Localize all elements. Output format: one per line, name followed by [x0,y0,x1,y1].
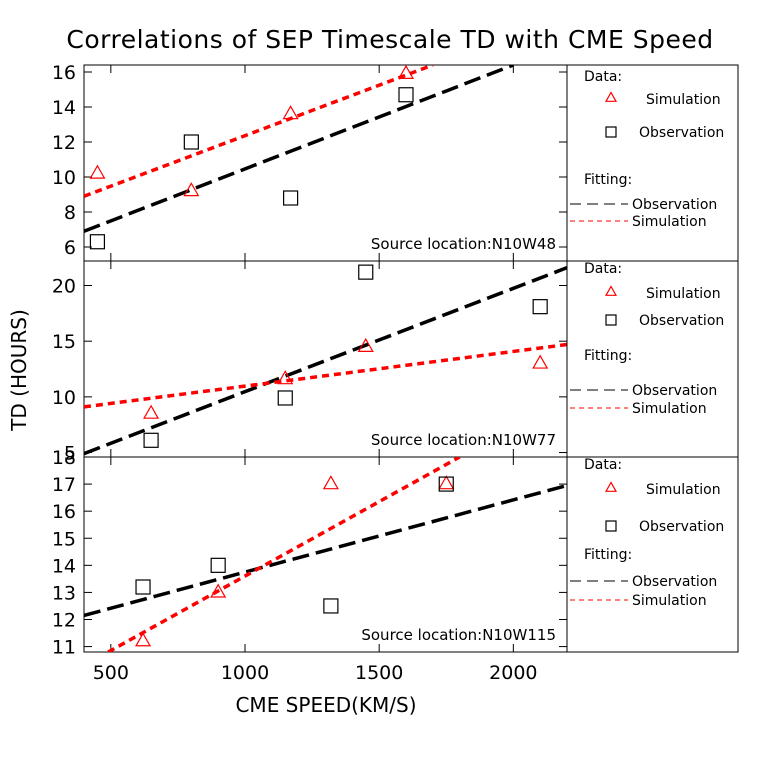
observation-point [183,134,199,150]
panel-bottom: 11 12 13 14 15 16 17 18 500 1000 1500 2000 Source lo… [52,447,739,684]
legend-simulation-fit-label: Simulation [632,593,707,609]
y-tick-label: 15 [52,331,76,353]
legend-simulation-label: Simulation [646,482,721,498]
legend-simulation-label: Simulation [646,92,721,108]
legend-observation-fit-label: Observation [632,574,717,590]
simulation-fit-line [107,457,461,652]
simulation-point [282,105,299,120]
simulation-point [532,354,549,369]
y-tick-label: 18 [52,447,76,469]
y-tick-label: 15 [52,528,76,550]
legend: Data:SimulationObservationFitting:Observ… [566,456,739,653]
simulation-point [135,632,152,647]
observation-point [532,299,548,315]
legend-observation-label: Observation [639,519,724,535]
y-tick-label: 12 [52,610,76,632]
legend-fitting-header: Fitting: [584,547,632,563]
legend-data-header: Data: [584,261,622,277]
y-tick-label: 8 [64,202,76,224]
plot-area [84,264,567,456]
legend-simulation-fit-label: Simulation [632,214,707,230]
legend-observation-fit-label: Observation [632,383,717,399]
panel-middle: 5 10 15 20 Source location:N10W77 Data: Simula… [52,260,739,465]
observation-fit-line [84,266,567,456]
observation-point [358,264,374,280]
observation-point [89,234,106,250]
observation-point [283,190,299,206]
legend-observation-marker [605,126,617,138]
plot-area [84,65,514,250]
simulation-point [322,475,339,490]
legend-data-header: Data: [584,69,622,85]
legend-simulation-marker [604,91,618,102]
simulation-point [397,65,415,79]
legend-observation-label: Observation [639,125,724,141]
y-tick-label: 11 [52,637,76,659]
simulation-fit-line [84,342,567,409]
y-tick-label: 10 [52,387,76,409]
observation-point [210,557,226,573]
observation-point [135,579,151,595]
x-tick-label: 2000 [489,662,537,684]
legend-observation-marker [605,314,617,326]
legend-observation-label: Observation [639,313,724,329]
legend-observation-fit-label: Observation [632,197,717,213]
simulation-point [277,370,294,385]
y-tick-label: 16 [52,62,76,84]
observation-fit-line [84,65,514,233]
x-tick-label: 1000 [221,662,269,684]
legend: Data:SimulationObservationFitting:Observ… [566,64,739,262]
legend-frame [566,456,739,653]
observation-point [398,87,414,103]
legend: Data: Simulation Observation Fitting: Observ… [566,260,739,458]
legend-fitting-header: Fitting: [584,172,632,188]
legend-simulation-marker [604,285,618,296]
simulation-point [357,337,374,352]
observation-point [438,476,454,492]
source-location-label: Source location:N10W77 [371,431,556,449]
panels: 6 8 10 12 14 16 Source location:N10W48 Data: Sim… [52,62,739,684]
x-axis-label: CME SPEED(KM/S) [235,693,416,717]
legend-data-header: Data: [584,457,622,473]
source-location-label: Source location:N10W48 [371,235,556,253]
y-tick-label: 14 [52,97,76,119]
y-tick-label: 14 [52,555,76,577]
observation-point [323,598,339,614]
simulation-point [438,475,455,490]
observation-fit-line [84,483,567,618]
y-tick-label: 16 [52,501,76,523]
x-tick-label: 1500 [355,662,403,684]
y-tick-label: 6 [64,237,76,259]
plot-frame [83,64,568,262]
simulation-fit-line [84,65,434,198]
legend-simulation-label: Simulation [646,286,721,302]
simulation-point [89,164,106,179]
source-location-label: Source location:N10W115 [361,626,556,644]
y-tick-label: 12 [52,132,76,154]
legend-simulation-marker [604,481,618,492]
y-axis-label: TD (HOURS) [7,309,31,432]
plot-area [84,457,567,652]
chart-title: Correlations of SEP Timescale TD with CM… [66,25,713,54]
simulation-point [183,182,200,197]
x-tick-label: 500 [93,662,129,684]
observation-point [143,432,159,448]
y-tick-label: 5 [64,443,76,465]
y-tick-label: 13 [52,582,76,604]
y-tick-label: 17 [52,474,76,496]
legend-fitting-header: Fitting: [584,348,632,364]
observation-point [277,390,293,406]
simulation-point [210,583,227,598]
y-tick-label: 10 [52,167,76,189]
legend-observation-marker [605,520,617,532]
panel-top: 6 8 10 12 14 16 Source location:N10W48 Data: Sim… [52,62,739,262]
simulation-point [143,404,160,419]
y-tick-label: 20 [52,276,76,298]
legend-simulation-fit-label: Simulation [632,401,707,417]
